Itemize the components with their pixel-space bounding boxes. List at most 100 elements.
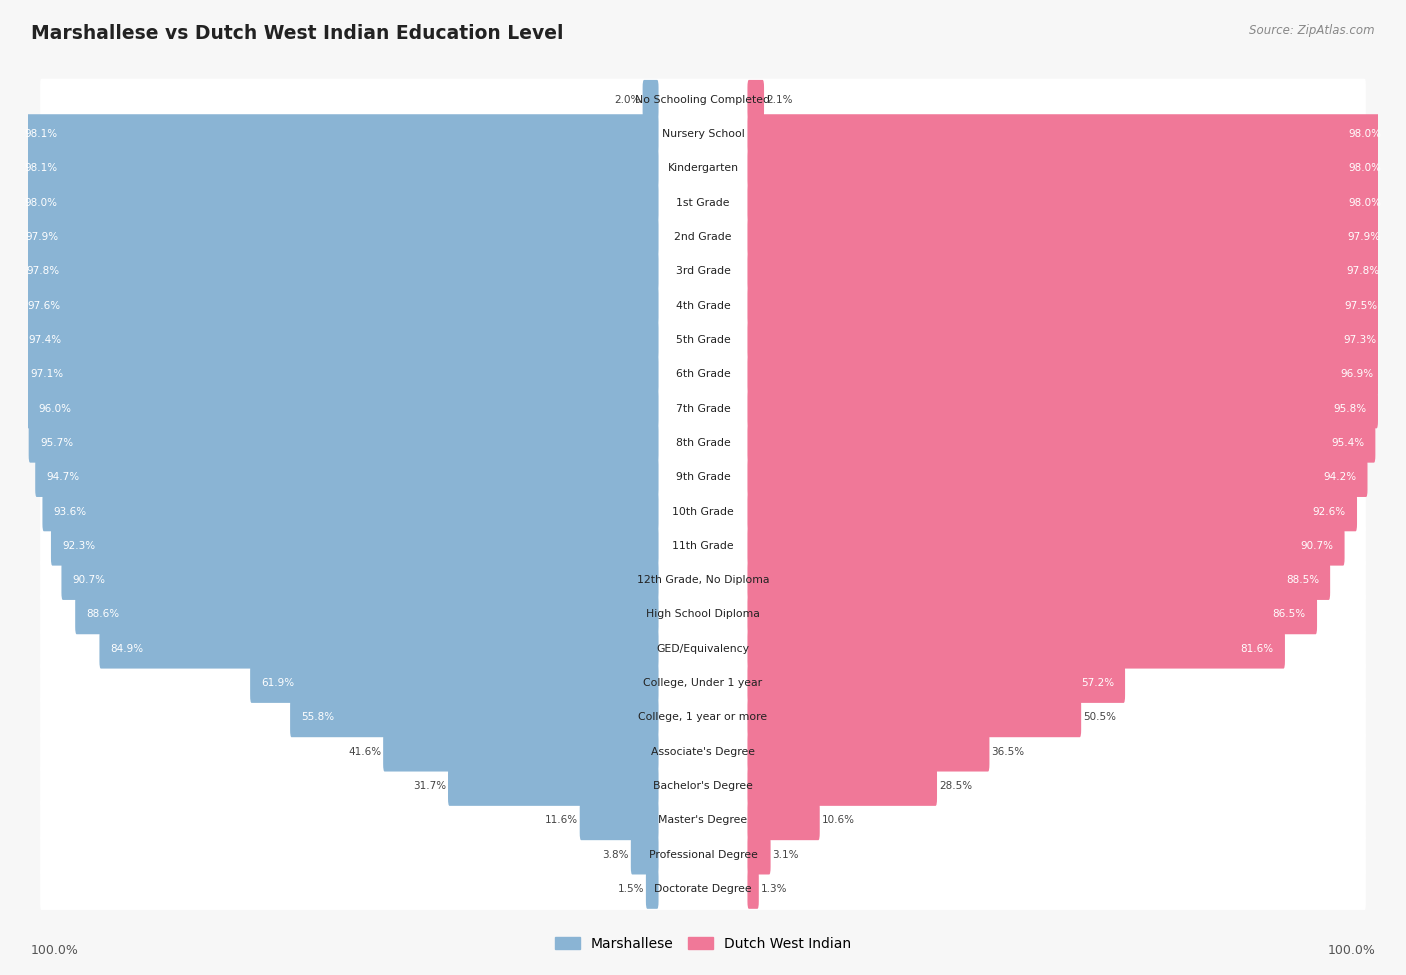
Text: 9th Grade: 9th Grade — [676, 472, 730, 483]
FancyBboxPatch shape — [17, 286, 658, 326]
FancyBboxPatch shape — [748, 320, 1388, 360]
FancyBboxPatch shape — [41, 628, 1365, 670]
Text: Source: ZipAtlas.com: Source: ZipAtlas.com — [1250, 24, 1375, 37]
FancyBboxPatch shape — [748, 286, 1389, 326]
FancyBboxPatch shape — [643, 80, 658, 120]
Text: 95.8%: 95.8% — [1334, 404, 1367, 413]
Text: 88.6%: 88.6% — [86, 609, 120, 619]
Text: 8th Grade: 8th Grade — [676, 438, 730, 448]
FancyBboxPatch shape — [41, 181, 1365, 223]
Text: 4th Grade: 4th Grade — [676, 300, 730, 311]
FancyBboxPatch shape — [748, 835, 770, 875]
Legend: Marshallese, Dutch West Indian: Marshallese, Dutch West Indian — [550, 931, 856, 956]
FancyBboxPatch shape — [579, 800, 658, 840]
FancyBboxPatch shape — [41, 353, 1365, 395]
FancyBboxPatch shape — [41, 422, 1365, 464]
FancyBboxPatch shape — [41, 79, 1365, 121]
Text: 96.9%: 96.9% — [1341, 370, 1374, 379]
Text: 93.6%: 93.6% — [53, 507, 87, 517]
Text: Marshallese vs Dutch West Indian Education Level: Marshallese vs Dutch West Indian Educati… — [31, 24, 564, 43]
FancyBboxPatch shape — [748, 457, 1368, 497]
FancyBboxPatch shape — [41, 662, 1365, 704]
Text: 97.3%: 97.3% — [1344, 335, 1376, 345]
Text: 3.8%: 3.8% — [602, 850, 628, 860]
Text: High School Diploma: High School Diploma — [647, 609, 759, 619]
Text: 97.8%: 97.8% — [27, 266, 59, 276]
Text: 2nd Grade: 2nd Grade — [675, 232, 731, 242]
Text: 94.7%: 94.7% — [46, 472, 80, 483]
FancyBboxPatch shape — [41, 834, 1365, 876]
Text: 97.1%: 97.1% — [31, 370, 63, 379]
Text: 98.0%: 98.0% — [25, 198, 58, 208]
Text: 100.0%: 100.0% — [1327, 945, 1375, 957]
FancyBboxPatch shape — [41, 868, 1365, 910]
Text: 11th Grade: 11th Grade — [672, 541, 734, 551]
FancyBboxPatch shape — [748, 526, 1344, 565]
FancyBboxPatch shape — [748, 217, 1392, 256]
FancyBboxPatch shape — [14, 183, 658, 222]
Text: 98.0%: 98.0% — [1348, 198, 1381, 208]
FancyBboxPatch shape — [748, 800, 820, 840]
Text: 81.6%: 81.6% — [1240, 644, 1274, 654]
FancyBboxPatch shape — [748, 148, 1392, 188]
Text: No Schooling Completed: No Schooling Completed — [636, 95, 770, 104]
Text: 61.9%: 61.9% — [262, 679, 294, 688]
FancyBboxPatch shape — [748, 870, 759, 909]
FancyBboxPatch shape — [75, 595, 658, 635]
FancyBboxPatch shape — [41, 525, 1365, 566]
Text: 3.1%: 3.1% — [772, 850, 799, 860]
Text: Master's Degree: Master's Degree — [658, 815, 748, 826]
Text: 100.0%: 100.0% — [31, 945, 79, 957]
FancyBboxPatch shape — [41, 113, 1365, 155]
Text: 98.1%: 98.1% — [24, 164, 58, 174]
Text: 2.1%: 2.1% — [766, 95, 793, 104]
FancyBboxPatch shape — [41, 456, 1365, 498]
FancyBboxPatch shape — [51, 526, 658, 565]
FancyBboxPatch shape — [41, 594, 1365, 636]
Text: 55.8%: 55.8% — [301, 713, 335, 722]
Text: 98.0%: 98.0% — [1348, 164, 1381, 174]
FancyBboxPatch shape — [41, 490, 1365, 532]
FancyBboxPatch shape — [748, 561, 1330, 600]
Text: 95.4%: 95.4% — [1331, 438, 1364, 448]
FancyBboxPatch shape — [62, 561, 658, 600]
FancyBboxPatch shape — [35, 457, 658, 497]
FancyBboxPatch shape — [748, 423, 1375, 463]
FancyBboxPatch shape — [250, 663, 658, 703]
Text: 57.2%: 57.2% — [1081, 679, 1114, 688]
Text: 36.5%: 36.5% — [991, 747, 1025, 757]
Text: 88.5%: 88.5% — [1285, 575, 1319, 585]
Text: 6th Grade: 6th Grade — [676, 370, 730, 379]
FancyBboxPatch shape — [748, 80, 763, 120]
FancyBboxPatch shape — [41, 800, 1365, 841]
FancyBboxPatch shape — [100, 629, 658, 669]
FancyBboxPatch shape — [27, 389, 658, 428]
FancyBboxPatch shape — [41, 765, 1365, 807]
FancyBboxPatch shape — [290, 698, 658, 737]
Text: 94.2%: 94.2% — [1323, 472, 1357, 483]
Text: 95.7%: 95.7% — [39, 438, 73, 448]
FancyBboxPatch shape — [15, 252, 658, 292]
Text: 5th Grade: 5th Grade — [676, 335, 730, 345]
FancyBboxPatch shape — [748, 355, 1385, 394]
Text: 28.5%: 28.5% — [939, 781, 972, 791]
Text: Professional Degree: Professional Degree — [648, 850, 758, 860]
FancyBboxPatch shape — [41, 285, 1365, 327]
Text: 92.6%: 92.6% — [1313, 507, 1346, 517]
Text: 1.3%: 1.3% — [761, 884, 787, 894]
Text: 98.0%: 98.0% — [1348, 129, 1381, 139]
FancyBboxPatch shape — [41, 147, 1365, 189]
FancyBboxPatch shape — [41, 560, 1365, 602]
FancyBboxPatch shape — [41, 388, 1365, 430]
Text: 10th Grade: 10th Grade — [672, 507, 734, 517]
Text: College, 1 year or more: College, 1 year or more — [638, 713, 768, 722]
Text: Associate's Degree: Associate's Degree — [651, 747, 755, 757]
FancyBboxPatch shape — [748, 732, 990, 771]
Text: 10.6%: 10.6% — [821, 815, 855, 826]
FancyBboxPatch shape — [748, 389, 1378, 428]
Text: GED/Equivalency: GED/Equivalency — [657, 644, 749, 654]
FancyBboxPatch shape — [384, 732, 658, 771]
Text: 3rd Grade: 3rd Grade — [675, 266, 731, 276]
Text: 97.8%: 97.8% — [1347, 266, 1379, 276]
FancyBboxPatch shape — [748, 766, 936, 806]
